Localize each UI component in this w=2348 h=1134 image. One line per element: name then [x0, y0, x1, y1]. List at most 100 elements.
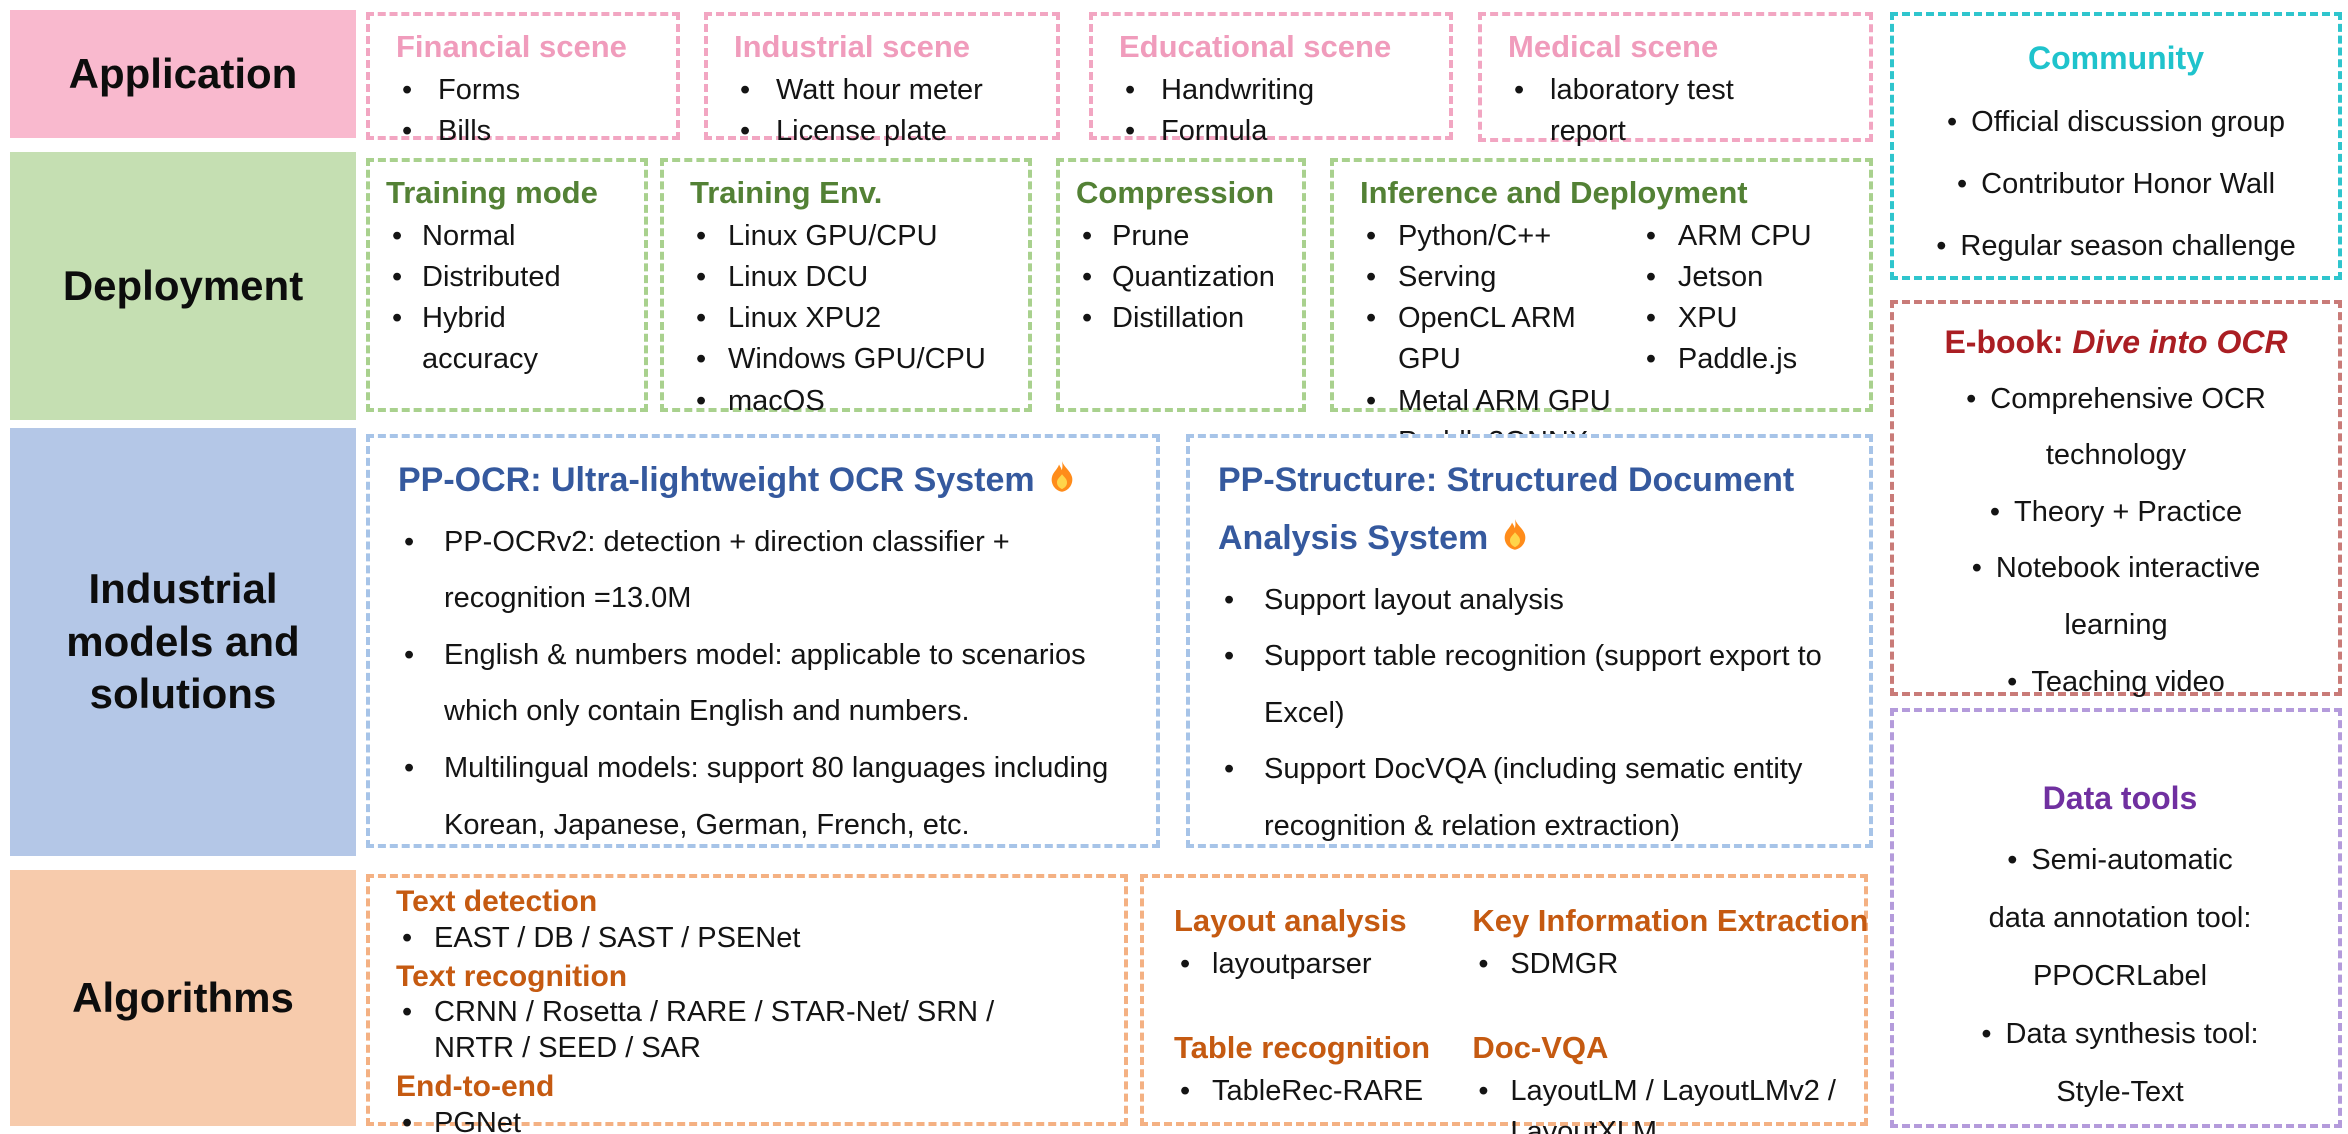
list-item: • Forms [396, 70, 658, 111]
bullet-icon: • [1366, 261, 1377, 294]
algorithms-structure-box: Layout analysis • layoutparser Key Inform… [1140, 874, 1869, 1134]
list-item: • Paddle.js [1640, 339, 1851, 380]
list-item: • PP-OCRv2: detection + direction classif… [398, 514, 1128, 627]
list-item: • Data synthesis tool: Style-Text [1981, 1017, 2259, 1108]
bullet-icon: • [392, 261, 403, 294]
row-label-application: Application [10, 10, 356, 138]
bullet-icon: • [1956, 168, 1968, 201]
bullet-icon: • [696, 261, 707, 294]
row-label-deployment-text: Deployment [62, 261, 304, 309]
row-label-industrial-text: Industrial models and solutions [66, 565, 300, 718]
bullet-icon: • [1645, 343, 1657, 376]
bullet-icon: • [1180, 947, 1191, 980]
list-item: • layoutparser [1174, 944, 1472, 985]
bullet-icon: • [1366, 384, 1377, 417]
inference-columns: • Python/C++ • Serving • OpenCL ARM GPU • Me… [1360, 216, 1851, 463]
list-item: • Normal [386, 216, 626, 257]
text-recognition-list: • CRNN / Rosetta / RARE / STAR-Net/ SRN /… [396, 995, 1106, 1067]
educational-scene-list: • Handwriting • Formula [1119, 70, 1431, 152]
list-item: • Notebook interactive learning [1971, 552, 2261, 641]
list-item: • Hybrid accuracy [386, 298, 626, 380]
bullet-icon: • [404, 751, 415, 784]
pp-ocr-title: PP-OCR: Ultra-lightweight OCR System [398, 452, 1128, 510]
bullet-icon: • [696, 302, 707, 335]
financial-scene-box: Financial scene • Forms • Bills [366, 12, 680, 147]
list-item: • Official discussion group [1947, 105, 2285, 138]
bullet-icon: • [1478, 947, 1489, 980]
data-tools-box: Data tools • Semi-automatic data annotati… [1890, 708, 2342, 1128]
bullet-icon: • [402, 921, 413, 954]
bullet-icon: • [1645, 302, 1657, 335]
list-item: • laboratory test report [1508, 70, 1851, 152]
list-item: • Metal ARM GPU [1360, 381, 1640, 422]
educational-scene-box: Educational scene • Handwriting • Formula [1089, 12, 1453, 147]
doc-vqa-title: Doc-VQA [1472, 1030, 1609, 1066]
list-item: • Contributor Honor Wall [1956, 168, 2276, 201]
bullet-icon: • [1936, 230, 1947, 263]
bullet-icon: • [1125, 115, 1136, 148]
list-item: • Jetson [1640, 257, 1851, 298]
algorithms-detection-box: Text detection • EAST / DB / SAST / PSENe… [366, 874, 1128, 1134]
row-label-deployment: Deployment [10, 152, 356, 420]
industrial-scene-list: • Watt hour meter • License plate [734, 70, 1038, 152]
medical-scene-list: • laboratory test report [1508, 70, 1851, 152]
row-label-application-text: Application [68, 49, 298, 97]
bullet-icon: • [696, 343, 707, 376]
list-item: • Support DocVQA (including sematic entit… [1218, 741, 1841, 854]
bullet-icon: • [1645, 219, 1657, 252]
data-tools-list: • Semi-automatic data annotation tool: PP… [1920, 831, 2320, 1121]
pp-ocr-box: PP-OCR: Ultra-lightweight OCR System • PP… [366, 434, 1160, 848]
educational-scene-title: Educational scene [1119, 29, 1392, 64]
training-env-box: Training Env. • Linux GPU/CPU • Linux DCU … [660, 158, 1032, 417]
industrial-scene-title: Industrial scene [734, 29, 971, 64]
bullet-icon: • [402, 115, 413, 148]
pp-structure-title: PP-Structure: Structured Document Analys… [1218, 461, 1795, 557]
list-item: • EAST / DB / SAST / PSENet [396, 921, 1106, 957]
list-item: • TableRec-RARE [1174, 1071, 1472, 1112]
compression-title: Compression [1076, 175, 1275, 210]
list-item: • Semi-automatic data annotation tool: PP… [1988, 843, 2252, 992]
bullet-icon: • [1125, 73, 1136, 106]
bullet-icon: • [740, 115, 751, 148]
list-item: • Linux XPU2 [690, 298, 1010, 339]
bullet-icon: • [1981, 1017, 1992, 1050]
layout-analysis-cell: Layout analysis • layoutparser [1174, 900, 1472, 985]
row-label-algorithms-text: Algorithms [72, 973, 294, 1021]
list-item: • LayoutLM / LayoutLMv2 / LayoutXLM [1472, 1071, 1852, 1134]
list-item: • macOS [690, 381, 1010, 422]
bullet-icon: • [1082, 219, 1093, 252]
list-item: • Python/C++ [1360, 216, 1640, 257]
pp-structure-list: • Support layout analysis • Support table … [1218, 572, 1841, 855]
bullet-icon: • [1366, 219, 1377, 252]
list-item: • PGNet [396, 1106, 1106, 1134]
training-env-title: Training Env. [690, 175, 883, 210]
training-mode-list: • Normal • Distributed • Hybrid accuracy [386, 216, 626, 381]
list-item: • Windows GPU/CPU [690, 339, 1010, 380]
list-item: • SDMGR [1472, 944, 1852, 985]
list-item: • XPU [1640, 298, 1851, 339]
inference-deployment-title: Inference and Deployment [1360, 175, 1748, 210]
ebook-title: E-book: Dive into OCR [1944, 324, 2288, 360]
list-item: • Watt hour meter [734, 70, 1038, 111]
bullet-icon: • [402, 1106, 413, 1134]
industrial-scene-box: Industrial scene • Watt hour meter • Licen… [704, 12, 1060, 147]
bullet-icon: • [1989, 495, 2001, 528]
bullet-icon: • [1966, 382, 1977, 415]
end-to-end-list: • PGNet [396, 1106, 1106, 1134]
bullet-icon: • [1514, 73, 1525, 106]
bullet-icon: • [404, 638, 415, 671]
bullet-icon: • [1180, 1074, 1191, 1107]
text-detection-title: Text detection [396, 885, 598, 918]
bullet-icon: • [1645, 261, 1657, 294]
list-item: • CRNN / Rosetta / RARE / STAR-Net/ SRN /… [396, 995, 1106, 1067]
key-information-extraction-title: Key Information Extraction [1472, 903, 1869, 938]
fire-icon [1045, 458, 1079, 496]
list-item: • Linux DCU [690, 257, 1010, 298]
medical-scene-box: Medical scene • laboratory test report [1478, 12, 1873, 147]
list-item: • Support table recognition (support expo… [1218, 628, 1841, 741]
list-item: • Formula [1119, 111, 1431, 152]
inference-right-column: • ARM CPU • Jetson • XPU • Paddle.js [1640, 216, 1851, 463]
list-item: • English & numbers model: applicable to … [398, 627, 1128, 740]
financial-scene-list: • Forms • Bills [396, 70, 658, 152]
